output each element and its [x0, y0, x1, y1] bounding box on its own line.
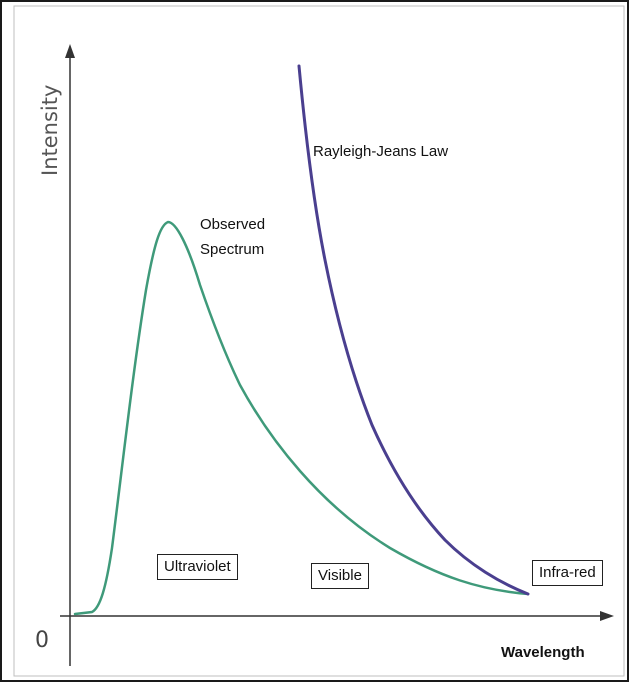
origin-label: 0 [35, 628, 49, 653]
x-axis-arrow [600, 611, 614, 621]
infrared-region-label: Infra-red [532, 560, 603, 586]
x-axis-label: Wavelength [501, 644, 585, 661]
visible-region-label: Visible [311, 563, 369, 589]
inner-border [13, 5, 625, 677]
observed-spectrum-label-line2: Spectrum [200, 241, 265, 258]
observed-spectrum-curve [73, 220, 530, 616]
rayleigh-jeans-label: Rayleigh-Jeans Law [313, 143, 449, 160]
rayleigh-jeans-curve [297, 64, 530, 596]
y-axis-arrow [65, 44, 75, 58]
observed-spectrum-label-line1: Observed [200, 216, 266, 233]
ultraviolet-region-label: Ultraviolet [157, 554, 238, 580]
y-axis-label: Intensity [38, 84, 62, 176]
